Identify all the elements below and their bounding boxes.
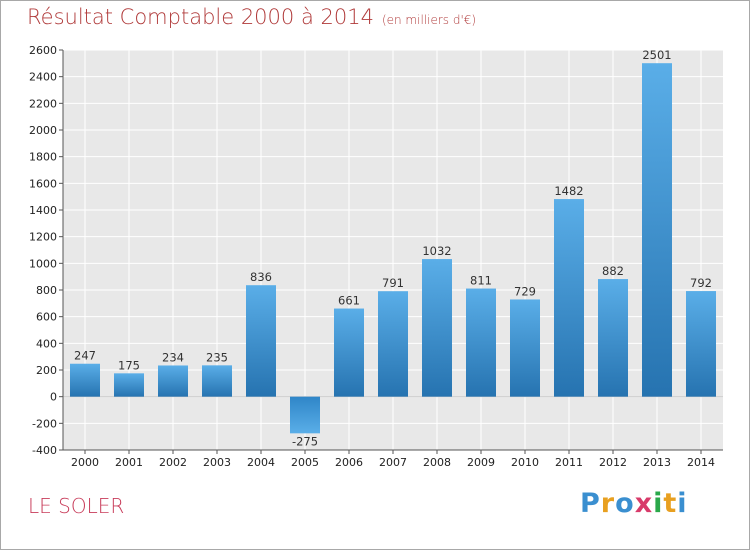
value-label-2007: 791 xyxy=(382,276,404,290)
y-tick-label: 1800 xyxy=(29,151,57,164)
place-name: LE SOLER xyxy=(28,494,125,518)
y-tick-label: 1400 xyxy=(29,204,57,217)
logo-letter: r xyxy=(600,488,616,519)
y-tick-label: 800 xyxy=(36,284,57,297)
y-tick-label: 1000 xyxy=(29,257,57,270)
proxiti-logo: Proxiti xyxy=(580,488,688,519)
x-tick-label-2003: 2003 xyxy=(203,456,231,469)
bar-2000 xyxy=(70,363,100,397)
x-tick-label-2013: 2013 xyxy=(643,456,671,469)
y-tick-label: -400 xyxy=(32,444,57,457)
x-tick-label-2011: 2011 xyxy=(555,456,583,469)
value-label-2002: 234 xyxy=(162,350,184,364)
x-tick-label-2006: 2006 xyxy=(335,456,363,469)
logo-letter: P xyxy=(580,488,601,519)
bar-2014 xyxy=(686,291,716,397)
bar-2011 xyxy=(554,199,584,397)
chart-title: Résultat Comptable 2000 à 2014 (en millie… xyxy=(27,5,476,29)
y-tick-label: 2600 xyxy=(29,44,57,57)
value-label-2006: 661 xyxy=(338,294,360,308)
value-label-2000: 247 xyxy=(74,349,96,363)
bar-2006 xyxy=(334,308,364,397)
x-tick-label-2009: 2009 xyxy=(467,456,495,469)
y-tick-label: 600 xyxy=(36,311,57,324)
x-tick-label-2010: 2010 xyxy=(511,456,539,469)
value-label-2010: 729 xyxy=(514,284,536,298)
x-tick-label-2012: 2012 xyxy=(599,456,627,469)
x-tick-label-2002: 2002 xyxy=(159,456,187,469)
y-tick-label: -200 xyxy=(32,417,57,430)
x-tick-label-2000: 2000 xyxy=(71,456,99,469)
y-tick-label: 2400 xyxy=(29,71,57,84)
value-label-2011: 1482 xyxy=(554,184,583,198)
y-tick-label: 400 xyxy=(36,337,57,350)
y-tick-label: 200 xyxy=(36,364,57,377)
bar-2004 xyxy=(246,285,276,397)
bar-2007 xyxy=(378,291,408,397)
y-tick-label: 2000 xyxy=(29,124,57,137)
value-label-2003: 235 xyxy=(206,350,228,364)
logo-letter: x xyxy=(634,488,654,519)
bar-2012 xyxy=(598,279,628,397)
value-label-2005: -275 xyxy=(292,434,318,448)
x-tick-label-2007: 2007 xyxy=(379,456,407,469)
logo-letter: i xyxy=(677,488,688,519)
value-label-2009: 811 xyxy=(470,274,492,288)
logo-letter: i xyxy=(653,488,664,519)
value-label-2013: 2501 xyxy=(642,48,671,62)
value-label-2014: 792 xyxy=(690,276,712,290)
chart-subtitle: (en milliers d'€) xyxy=(381,13,477,27)
bar-2010 xyxy=(510,299,540,397)
value-label-2004: 836 xyxy=(250,270,272,284)
bar-2008 xyxy=(422,259,452,397)
value-label-2001: 175 xyxy=(118,358,140,372)
y-tick-label: 0 xyxy=(50,391,57,404)
bar-2009 xyxy=(466,288,496,397)
x-tick-label-2004: 2004 xyxy=(247,456,275,469)
y-tick-label: 1200 xyxy=(29,231,57,244)
x-tick-label-2005: 2005 xyxy=(291,456,319,469)
logo-letter: o xyxy=(615,488,635,519)
x-tick-label-2001: 2001 xyxy=(115,456,143,469)
chart-title-text: Résultat Comptable 2000 à 2014 xyxy=(27,5,374,29)
value-label-2008: 1032 xyxy=(422,244,451,258)
bar-2005 xyxy=(290,396,320,434)
bar-2001 xyxy=(114,373,144,397)
bar-2002 xyxy=(158,365,188,397)
y-tick-label: 1600 xyxy=(29,177,57,190)
bar-2013 xyxy=(642,63,672,397)
x-tick-label-2014: 2014 xyxy=(687,456,715,469)
bar-2003 xyxy=(202,365,232,397)
value-label-2012: 882 xyxy=(602,264,624,278)
y-tick-label: 2200 xyxy=(29,97,57,110)
logo-letter: t xyxy=(663,488,678,519)
x-tick-label-2008: 2008 xyxy=(423,456,451,469)
